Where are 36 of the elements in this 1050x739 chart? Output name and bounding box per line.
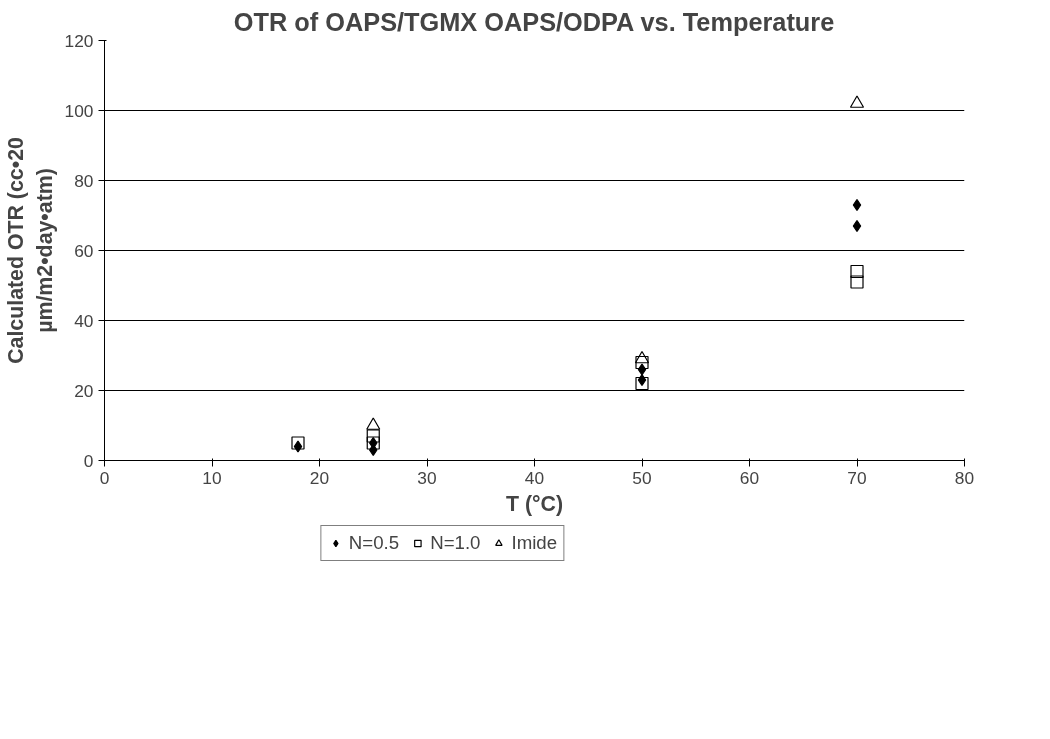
y-tick-label: 80 — [74, 170, 94, 191]
point — [637, 373, 647, 387]
point — [850, 264, 864, 279]
point — [366, 429, 380, 443]
legend-label: Imide — [511, 532, 558, 554]
point — [852, 198, 862, 212]
point — [366, 417, 381, 430]
x-tick-label: 10 — [202, 467, 222, 488]
x-tick-label: 30 — [417, 467, 437, 488]
y-tick-label: 20 — [74, 380, 94, 401]
x-tick-label: 40 — [524, 467, 545, 488]
x-tick-label: 50 — [632, 467, 652, 488]
y-tick-label: 60 — [74, 240, 94, 261]
y-tick-label: 100 — [64, 100, 94, 121]
x-tick-label: 20 — [309, 467, 330, 488]
point — [849, 95, 865, 108]
legend-label: N=1.0 — [430, 532, 481, 554]
y-tick-label: 0 — [83, 450, 94, 471]
x-tick-label: 80 — [954, 467, 975, 488]
x-tick-label: 70 — [847, 467, 867, 488]
point — [291, 436, 305, 450]
point — [635, 355, 649, 370]
legend-label: N=0.5 — [348, 532, 400, 554]
point — [293, 440, 303, 453]
y-tick-label: 40 — [74, 310, 94, 331]
x-axis-title: T (°C) — [505, 491, 564, 516]
x-tick-label: 60 — [739, 467, 760, 488]
chart-title: OTR of OAPS/TGMX OAPS/ODPA vs. Temperature — [233, 7, 835, 36]
point — [634, 350, 650, 364]
y-tick-label: 120 — [64, 30, 94, 51]
point — [635, 376, 649, 391]
point — [850, 275, 864, 289]
point — [637, 363, 647, 376]
x-tick-label: 0 — [99, 467, 110, 488]
point — [852, 219, 862, 233]
y-axis-title: Calculated OTR (cc•20 µm/m2•day•atm) — [3, 137, 57, 364]
